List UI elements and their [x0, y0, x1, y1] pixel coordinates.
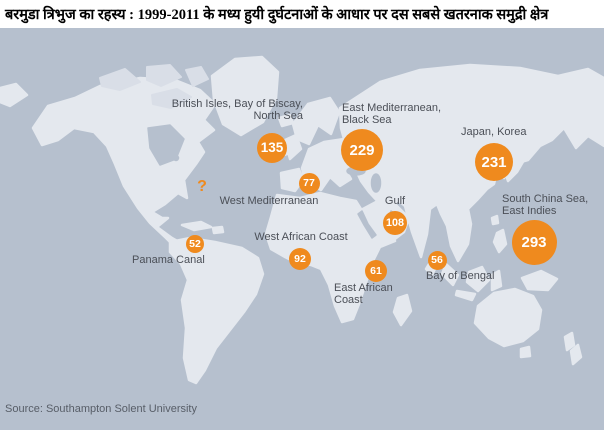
- label-japan-korea: Japan, Korea: [461, 126, 527, 138]
- landmass-madagascar: [392, 293, 413, 327]
- landmass-africa: [264, 191, 397, 324]
- landmass-chukotka: [0, 82, 29, 108]
- landmass-kamchatka: [543, 93, 565, 138]
- bubble-east-african-coast: 61: [365, 260, 387, 282]
- bubble-value: 77: [303, 176, 315, 189]
- label-bay-of-bengal: Bay of Bengal: [426, 270, 495, 282]
- label-west-mediterranean: West Mediterranean: [219, 195, 319, 207]
- caspian-sea: [370, 173, 382, 193]
- label-west-african-coast: West African Coast: [254, 231, 348, 243]
- landmass-indonesia: [440, 262, 503, 302]
- landmass-taiwan: [490, 214, 500, 226]
- landmass-philippines: [492, 228, 508, 254]
- landmass-scandinavia: [291, 96, 341, 146]
- bubble-value: 92: [294, 252, 306, 265]
- bubble-value: 61: [370, 264, 382, 277]
- landmass-north-america: [31, 76, 217, 254]
- landmass-caribbean: [180, 220, 225, 235]
- great-lakes: [172, 154, 180, 162]
- label-east-african-coast: East African Coast: [334, 282, 393, 306]
- source-attribution: Source: Southampton Solent University: [5, 403, 197, 415]
- bubble-gulf: 108: [383, 211, 407, 235]
- bubble-west-african-coast: 92: [289, 248, 311, 270]
- bubble-japan-korea: 231: [475, 143, 513, 181]
- bubble-value: 135: [260, 140, 284, 156]
- title-bar: बरमुडा त्रिभुज का रहस्य : 1999-2011 के म…: [0, 0, 604, 28]
- landmass-new-zealand: [563, 331, 583, 366]
- label-south-china-sea: South China Sea, East Indies: [502, 193, 589, 217]
- world-map-continents: [0, 55, 604, 385]
- landmass-asia: [338, 63, 604, 263]
- label-panama-canal: Panama Canal: [132, 254, 205, 266]
- bermuda-question-mark: ?: [197, 178, 207, 195]
- red-sea: [357, 210, 377, 239]
- label-british-isles: British Isles, Bay of Biscay, North Sea: [171, 98, 303, 122]
- landmass-arctic-islands: [99, 64, 209, 109]
- bubble-value: 108: [385, 216, 404, 229]
- great-lakes: [162, 151, 170, 159]
- bubble-value: 229: [349, 141, 375, 159]
- landmass-new-guinea: [520, 269, 559, 292]
- bubble-value: 52: [189, 237, 201, 250]
- label-gulf: Gulf: [384, 195, 406, 207]
- landmass-greenland: [210, 55, 280, 137]
- page-title: बरमुडा त्रिभुज का रहस्य : 1999-2011 के म…: [5, 7, 549, 23]
- bubble-bay-of-bengal: 56: [427, 250, 447, 270]
- landmass-tasmania: [519, 345, 532, 359]
- bubble-value: 231: [481, 153, 507, 171]
- bubble-british-isles: 135: [257, 133, 287, 163]
- world-map: 135 229 231 77 108 293 52 92 56 61 Briti…: [0, 28, 604, 430]
- label-east-mediterranean: East Mediterranean, Black Sea: [342, 102, 442, 126]
- bubble-east-mediterranean: 229: [341, 129, 383, 171]
- bubble-panama-canal: 52: [186, 235, 204, 253]
- bubble-south-china-sea: 293: [511, 219, 557, 265]
- landmass-australia: [473, 287, 543, 348]
- bubble-value: 293: [521, 233, 547, 251]
- bubble-west-mediterranean: 77: [298, 172, 320, 194]
- landmass-south-america: [168, 236, 265, 385]
- bubble-value: 56: [431, 253, 443, 266]
